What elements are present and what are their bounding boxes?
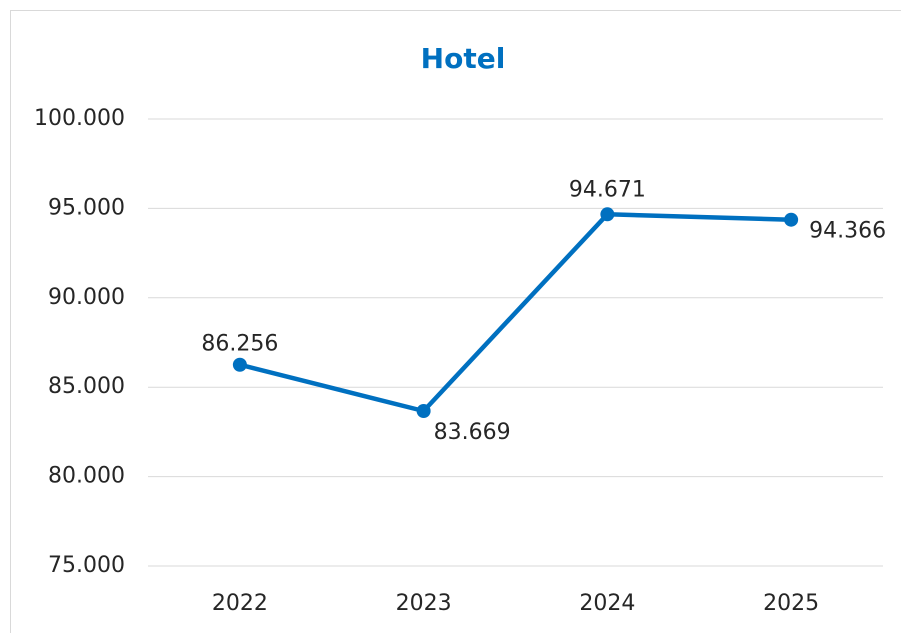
marker — [784, 212, 799, 227]
x-tick-label: 2023 — [396, 591, 452, 616]
data-label: 83.669 — [434, 420, 511, 445]
y-tick-label: 75.000 — [48, 553, 125, 578]
y-tick-label: 90.000 — [48, 285, 125, 310]
data-label: 94.671 — [569, 177, 646, 202]
chart-border — [10, 10, 901, 633]
series-line — [239, 212, 792, 414]
y-tick-label: 95.000 — [48, 195, 125, 220]
x-tick-label: 2022 — [212, 591, 268, 616]
y-tick-label: 100.000 — [34, 106, 125, 131]
chart-title: Hotel — [421, 42, 506, 75]
y-tick-label: 85.000 — [48, 374, 125, 399]
data-label: 94.366 — [809, 219, 886, 244]
marker — [232, 357, 247, 372]
data-label: 86.256 — [201, 332, 278, 357]
y-tick-label: 80.000 — [48, 464, 125, 489]
x-tick-label: 2025 — [763, 591, 819, 616]
marker — [600, 207, 615, 222]
marker — [416, 403, 431, 418]
x-tick-label: 2024 — [579, 591, 635, 616]
